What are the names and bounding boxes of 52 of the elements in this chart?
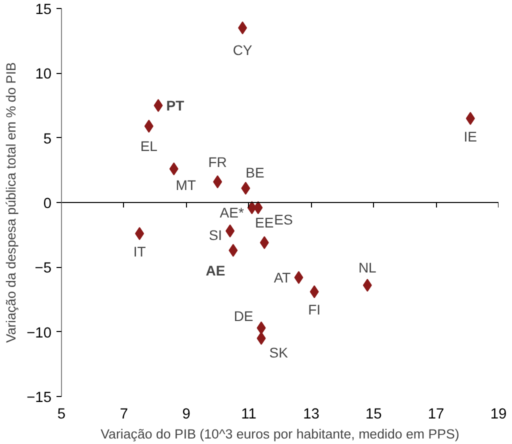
y-tick-label: −5 <box>34 260 52 277</box>
point <box>256 321 266 334</box>
y-tick-label: 0 <box>43 196 52 212</box>
x-tick-label: 13 <box>303 406 320 422</box>
y-tick-label: −15 <box>26 390 52 406</box>
annotation: AT <box>274 270 292 286</box>
point <box>466 112 475 125</box>
annotation: BE <box>246 164 264 180</box>
y-axis-title: Variação da despesa pública total em % do PIB <box>4 62 19 343</box>
y-tick-label: −10 <box>26 325 52 342</box>
annotation: IE <box>464 128 478 144</box>
annotation: IT <box>133 244 146 260</box>
point <box>169 162 178 176</box>
annotation: DE <box>234 308 254 324</box>
annotation: AE <box>206 262 226 278</box>
point <box>226 224 235 238</box>
annotation: SI <box>208 226 222 243</box>
x-tick-label: 19 <box>490 406 507 422</box>
y-tick-label: 15 <box>35 2 52 18</box>
point <box>213 175 222 188</box>
y-tick-label: 5 <box>43 131 52 148</box>
point <box>154 99 163 112</box>
x-tick-label: 11 <box>241 406 256 422</box>
annotation: EE <box>255 214 274 231</box>
annotation: MT <box>176 176 196 193</box>
point <box>310 285 319 298</box>
point <box>135 227 144 240</box>
x-axis-title: Variação do PIB (10^3 euros por habitante, medido em PPS) <box>100 426 460 442</box>
annotation: ES <box>274 212 293 228</box>
x-tick-label: 17 <box>428 406 444 422</box>
x-tick-label: 9 <box>182 406 190 422</box>
annotation: CY <box>232 42 253 58</box>
point <box>228 244 238 257</box>
annotation: NL <box>358 259 377 276</box>
point <box>241 182 250 195</box>
y-tick-label: 10 <box>35 66 52 83</box>
point <box>144 120 154 133</box>
annotation: AE* <box>220 204 244 221</box>
point <box>260 236 269 250</box>
annotation: SK <box>269 344 289 360</box>
point <box>256 332 266 345</box>
x-tick-label: 7 <box>120 406 128 422</box>
annotation: FI <box>308 302 321 318</box>
x-tick-label: 15 <box>365 406 382 422</box>
point <box>238 21 248 34</box>
x-tick-label: 5 <box>57 406 66 422</box>
annotation: FR <box>208 154 227 170</box>
annotation: EL <box>140 138 158 154</box>
annotation: PT <box>166 98 185 114</box>
point <box>294 271 304 284</box>
point <box>254 201 263 214</box>
point <box>362 278 372 292</box>
